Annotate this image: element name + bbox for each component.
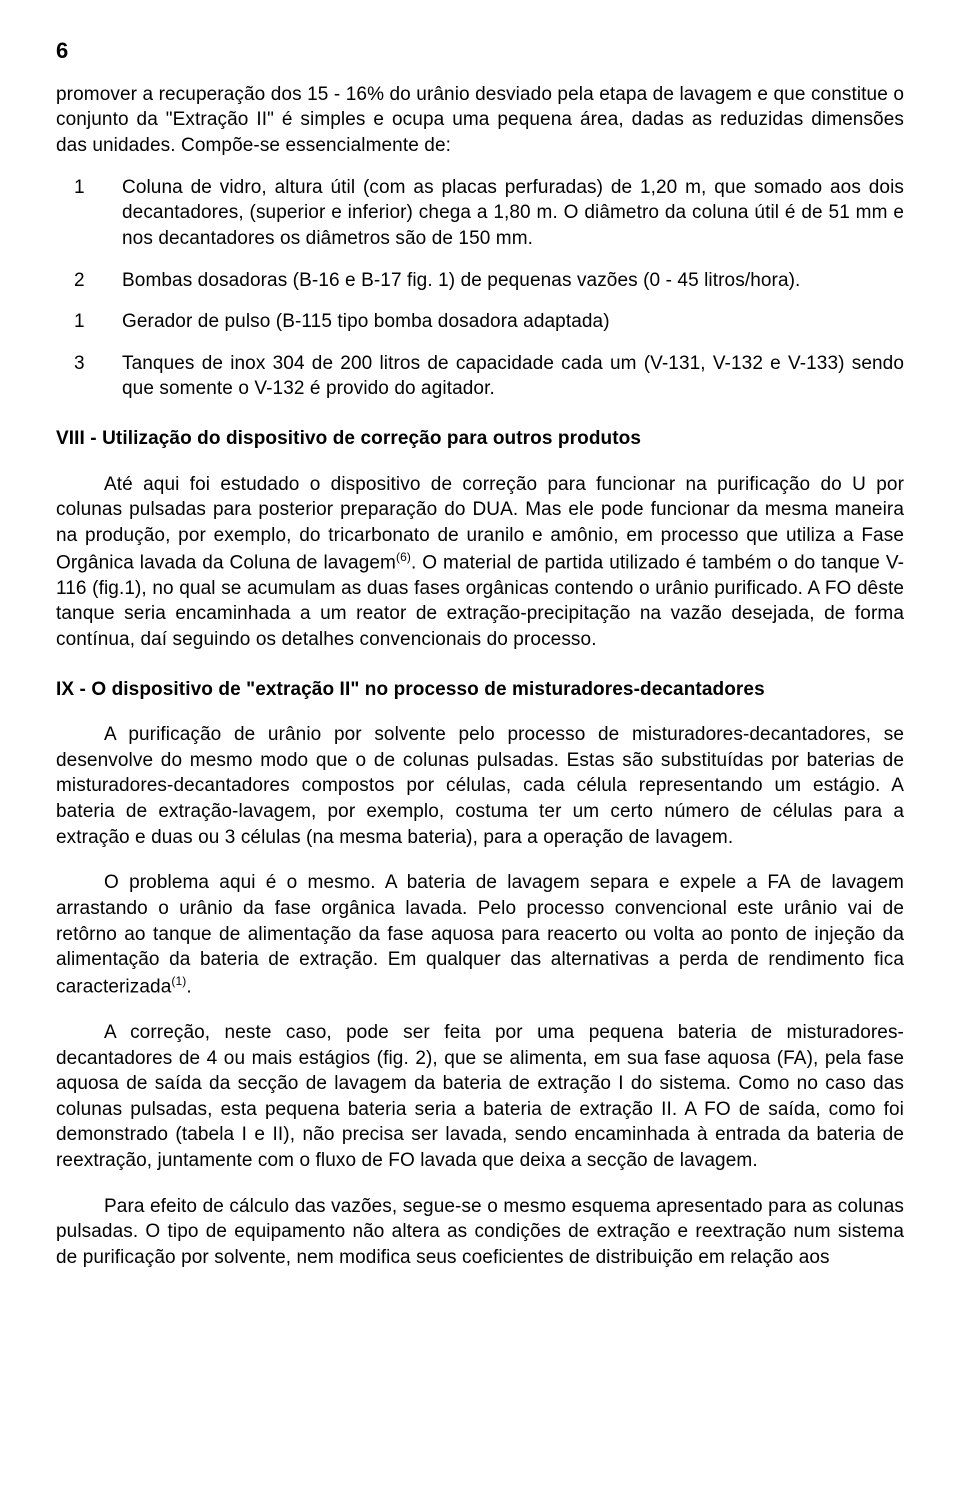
intro-paragraph: promover a recuperação dos 15 - 16% do u…: [56, 82, 904, 159]
list-item-number: 1: [56, 175, 122, 252]
list-item: 1 Gerador de pulso (B-115 tipo bomba dos…: [56, 309, 904, 335]
section-viii-paragraph-1: Até aqui foi estudado o dispositivo de c…: [56, 472, 904, 653]
document-page: 6 promover a recuperação dos 15 - 16% do…: [0, 0, 960, 1339]
reference-superscript: (6): [396, 550, 411, 564]
list-item-number: 2: [56, 268, 122, 294]
list-item: 2 Bombas dosadoras (B-16 e B-17 fig. 1) …: [56, 268, 904, 294]
section-ix-paragraph-4: Para efeito de cálculo das vazões, segue…: [56, 1194, 904, 1271]
section-ix-paragraph-3: A correção, neste caso, pode ser feita p…: [56, 1020, 904, 1174]
section-ix-paragraph-2: O problema aqui é o mesmo. A bateria de …: [56, 870, 904, 1000]
list-item-text: Tanques de inox 304 de 200 litros de cap…: [122, 351, 904, 402]
list-item-number: 1: [56, 309, 122, 335]
list-item-text: Bombas dosadoras (B-16 e B-17 fig. 1) de…: [122, 268, 904, 294]
page-number: 6: [56, 36, 904, 66]
list-item-text: Gerador de pulso (B-115 tipo bomba dosad…: [122, 309, 904, 335]
list-item-text: Coluna de vidro, altura útil (com as pla…: [122, 175, 904, 252]
section-viii-heading: VIII - Utilização do dispositivo de corr…: [56, 426, 904, 452]
list-item-number: 3: [56, 351, 122, 402]
list-item: 3 Tanques de inox 304 de 200 litros de c…: [56, 351, 904, 402]
section-ix-heading: IX - O dispositivo de "extração II" no p…: [56, 677, 904, 703]
list-item: 1 Coluna de vidro, altura útil (com as p…: [56, 175, 904, 252]
paragraph-text-b: .: [186, 976, 191, 997]
equipment-list: 1 Coluna de vidro, altura útil (com as p…: [56, 175, 904, 402]
section-ix-paragraph-1: A purificação de urânio por solvente pel…: [56, 722, 904, 850]
reference-superscript: (1): [171, 974, 186, 988]
